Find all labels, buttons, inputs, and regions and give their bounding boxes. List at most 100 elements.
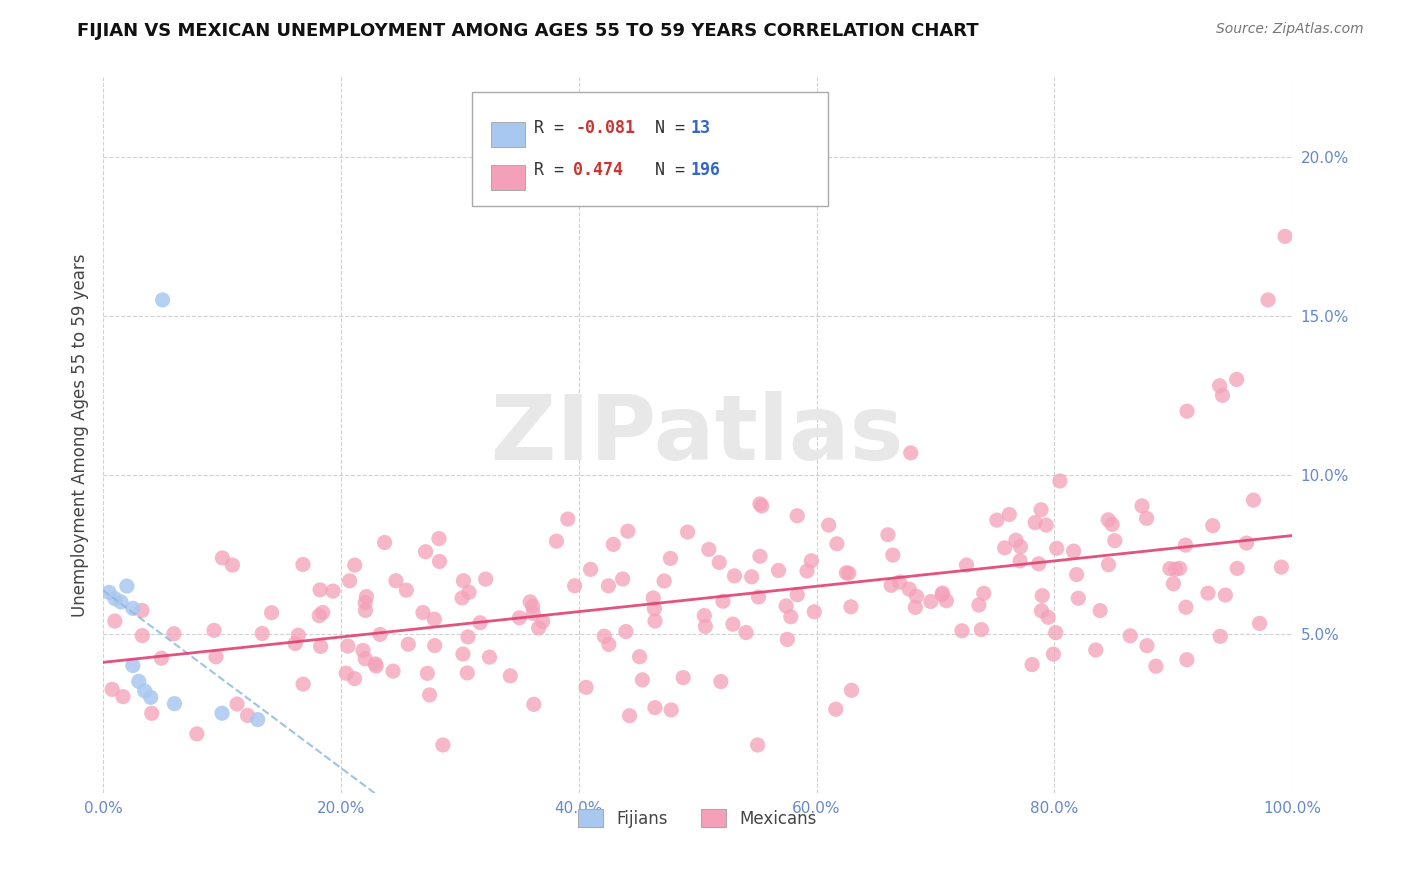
Point: [260, 606, 283, 620]
Point: [935, 593, 957, 607]
Point: [141, 706, 163, 721]
Point: [695, 619, 717, 633]
Point: [374, 535, 396, 549]
Point: [955, 558, 977, 572]
Point: [1101, 517, 1123, 532]
Point: [121, 658, 143, 673]
Point: [1097, 513, 1119, 527]
Point: [343, 558, 366, 573]
Point: [817, 518, 839, 533]
Point: [128, 674, 150, 689]
Point: [593, 629, 616, 643]
Point: [970, 623, 993, 637]
Point: [335, 666, 357, 681]
Point: [564, 579, 586, 593]
Point: [628, 649, 651, 664]
Point: [1236, 536, 1258, 550]
Point: [1270, 560, 1292, 574]
Point: [1163, 576, 1185, 591]
Text: ZIPatlas: ZIPatlas: [492, 391, 904, 479]
Point: [779, 609, 801, 624]
Point: [1164, 562, 1187, 576]
Point: [931, 586, 953, 600]
Point: [775, 599, 797, 613]
Point: [747, 738, 769, 752]
Point: [292, 677, 315, 691]
Point: [735, 625, 758, 640]
Point: [839, 599, 862, 614]
Text: Source: ZipAtlas.com: Source: ZipAtlas.com: [1216, 22, 1364, 37]
Point: [186, 727, 208, 741]
Point: [1046, 541, 1069, 556]
Point: [110, 595, 132, 609]
Point: [1084, 643, 1107, 657]
Point: [104, 614, 127, 628]
Text: N =: N =: [634, 161, 695, 179]
Point: [614, 624, 637, 639]
Point: [644, 614, 666, 628]
FancyBboxPatch shape: [491, 165, 526, 190]
Point: [423, 639, 446, 653]
Point: [364, 657, 387, 671]
Point: [950, 624, 973, 638]
Point: [557, 512, 579, 526]
Point: [796, 564, 818, 578]
Point: [1024, 516, 1046, 530]
Point: [749, 549, 772, 564]
Point: [366, 659, 388, 673]
Text: -0.081: -0.081: [575, 119, 636, 136]
Text: 196: 196: [690, 161, 720, 179]
Point: [579, 562, 602, 576]
Y-axis label: Unemployment Among Ages 55 to 59 years: Unemployment Among Ages 55 to 59 years: [72, 253, 89, 616]
Point: [456, 665, 478, 680]
Point: [1175, 653, 1198, 667]
Point: [508, 611, 530, 625]
Text: 13: 13: [690, 119, 710, 136]
Point: [163, 626, 186, 640]
Text: R =: R =: [533, 119, 574, 136]
Point: [800, 554, 823, 568]
Point: [150, 651, 173, 665]
Point: [882, 548, 904, 562]
Point: [803, 605, 825, 619]
Point: [309, 640, 332, 654]
Point: [644, 700, 666, 714]
FancyBboxPatch shape: [491, 122, 526, 147]
Point: [1005, 533, 1028, 548]
Point: [343, 672, 366, 686]
Point: [880, 578, 903, 592]
Point: [382, 664, 405, 678]
Point: [973, 586, 995, 600]
Point: [98, 585, 121, 599]
Point: [1159, 562, 1181, 576]
Point: [672, 671, 695, 685]
Point: [1097, 558, 1119, 572]
Point: [429, 554, 451, 568]
Point: [1197, 586, 1219, 600]
Point: [468, 615, 491, 630]
Point: [205, 649, 228, 664]
Point: [1226, 372, 1249, 386]
Point: [693, 608, 716, 623]
Point: [1257, 293, 1279, 307]
Point: [900, 446, 922, 460]
Point: [905, 590, 928, 604]
Point: [920, 594, 942, 608]
Point: [427, 532, 450, 546]
Point: [354, 596, 377, 610]
Point: [747, 590, 769, 604]
Point: [356, 590, 378, 604]
Point: [1209, 629, 1232, 643]
Point: [1031, 589, 1053, 603]
Point: [458, 585, 481, 599]
Point: [904, 600, 927, 615]
Point: [1144, 659, 1167, 673]
Point: [1202, 518, 1225, 533]
Point: [226, 697, 249, 711]
Point: [1274, 229, 1296, 244]
Point: [1130, 499, 1153, 513]
Point: [211, 706, 233, 721]
Point: [786, 508, 808, 523]
Point: [619, 708, 641, 723]
Point: [825, 537, 848, 551]
